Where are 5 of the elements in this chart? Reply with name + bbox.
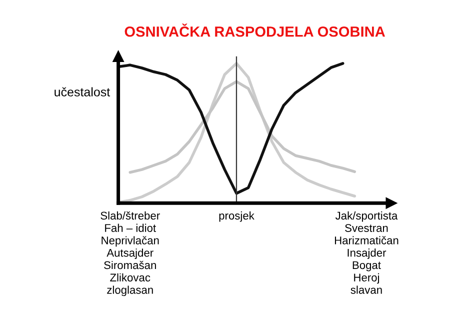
y-axis-title: učestalost xyxy=(54,87,110,96)
x-tick-label: Slab/štreber Fah – idiot Neprivlačan Autsajder Siromašan Zlikovac zloglasan xyxy=(100,211,160,296)
x-tick-label: prosjek xyxy=(219,211,254,222)
x-tick-label: Jak/sportista Svestran Harizmatičan Insajder Bogat Heroj slavan xyxy=(334,211,398,294)
chart-title: OSNIVAČKA RASPODJELA OSOBINA xyxy=(124,24,385,37)
